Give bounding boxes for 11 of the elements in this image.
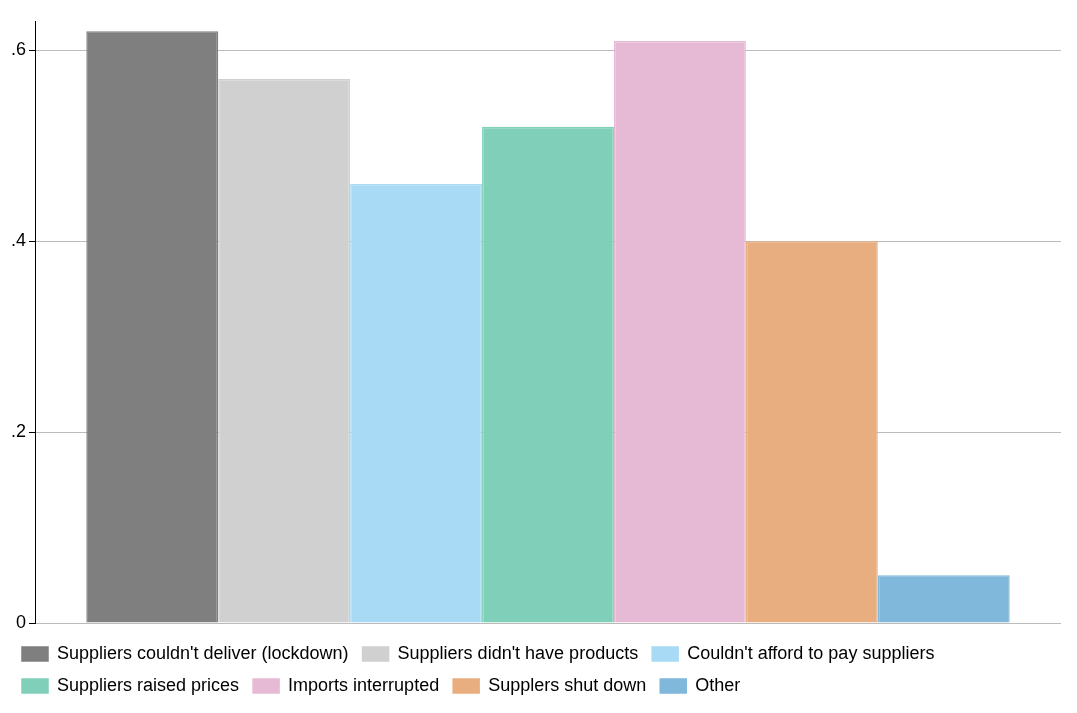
y-tick-label: .4	[11, 230, 27, 251]
legend-label: Imports interrupted	[288, 674, 440, 695]
y-tick-label: .6	[11, 39, 27, 60]
legend-label: Suppliers didn't have products	[397, 642, 639, 663]
legend-label: Couldn't afford to pay suppliers	[687, 642, 935, 663]
legend-label: Suppliers couldn't deliver (lockdown)	[57, 642, 349, 663]
legend-label: Suppliers raised prices	[57, 674, 240, 695]
legend-label: Other	[695, 674, 741, 695]
y-tick-label: 0	[16, 611, 27, 632]
legend-label: Supplers shut down	[488, 674, 647, 695]
y-tick-label: .2	[11, 421, 27, 442]
